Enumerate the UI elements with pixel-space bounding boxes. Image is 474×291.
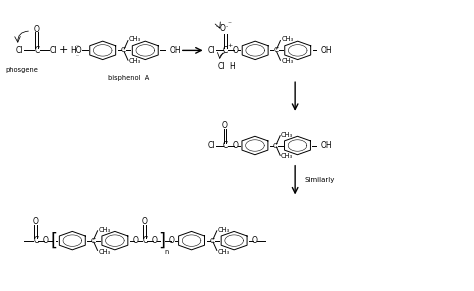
Text: C: C [273,143,278,148]
Text: Similarly: Similarly [304,177,335,183]
Text: O: O [151,236,157,245]
Text: C: C [121,47,126,53]
Text: C: C [33,236,38,245]
Text: ··: ·· [75,43,80,48]
Text: CH₃: CH₃ [129,36,141,42]
Text: ··: ·· [220,22,223,27]
Text: C: C [34,46,39,55]
Text: ⁻: ⁻ [228,19,231,28]
Text: O: O [222,121,228,130]
Text: O: O [42,236,48,245]
Text: CH₃: CH₃ [282,58,293,64]
Text: OH: OH [170,46,181,55]
Text: O: O [220,24,226,33]
Text: Cl: Cl [208,46,215,55]
Text: CH₃: CH₃ [281,153,293,159]
Text: Cl: Cl [15,46,23,55]
Text: O: O [169,236,175,245]
Text: CH₃: CH₃ [281,132,293,138]
Text: CH₃: CH₃ [99,227,110,233]
Text: CH₃: CH₃ [282,36,293,42]
Text: ]: ] [158,232,165,250]
Text: HO: HO [70,46,82,55]
Text: CH₃: CH₃ [218,227,230,233]
Text: C: C [223,46,228,55]
Text: C: C [273,47,278,53]
Text: C: C [142,236,147,245]
Text: O: O [34,25,40,34]
Text: C: C [210,238,215,244]
Text: Cl: Cl [218,62,225,71]
Text: +: + [59,45,69,55]
Text: C: C [91,238,95,244]
Text: OH: OH [321,46,333,55]
Text: Cl: Cl [207,141,215,150]
Text: [: [ [50,232,57,250]
Text: O: O [252,236,258,245]
Text: O: O [142,217,148,226]
Text: phosgene: phosgene [5,67,38,73]
Text: O: O [233,46,238,55]
Text: CH₃: CH₃ [129,58,141,64]
Text: ··: ·· [226,24,229,30]
Text: +: + [227,43,233,48]
Text: O: O [232,141,238,150]
Text: Cl: Cl [50,46,57,55]
Text: CH₃: CH₃ [99,249,110,255]
Text: CH₃: CH₃ [218,249,230,255]
Text: C: C [222,141,228,150]
Text: H: H [229,62,235,71]
Text: ··: ·· [75,53,80,58]
Text: n: n [164,249,168,255]
Text: bisphenol  A: bisphenol A [108,75,149,81]
Text: O: O [33,217,39,226]
Text: O: O [133,236,138,245]
Text: ··: ·· [215,24,219,30]
Text: OH: OH [321,141,332,150]
